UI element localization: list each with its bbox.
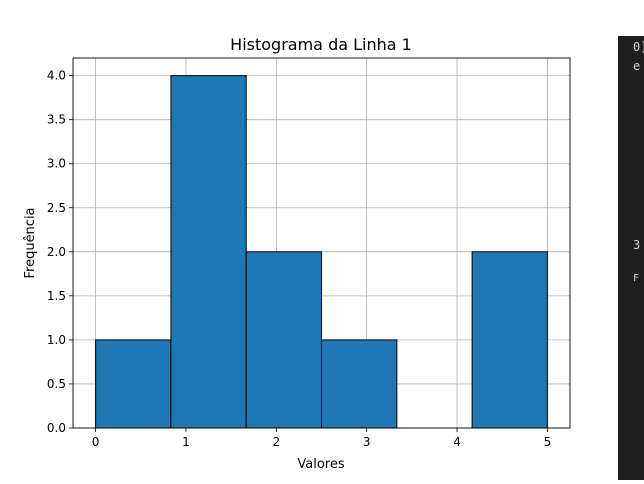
y-tick-label: 3.5	[47, 113, 66, 127]
chart-figure: 0 1 2 3 4 5 0.0 0.5 1.0 1.5 2.0 2.5 3.0 3.5 4.0 Histog…	[23, 35, 571, 472]
y-tick-label: 1.0	[47, 333, 66, 347]
terminal-top-bar	[618, 0, 644, 36]
y-tick-label: 3.0	[47, 157, 66, 171]
background-terminal-window: 0] e 3 F	[618, 0, 644, 480]
terminal-text-fragment: F	[633, 273, 640, 284]
histogram-bar	[245, 251, 322, 429]
terminal-text-fragment: 0]	[633, 40, 644, 54]
histogram-bar	[321, 339, 398, 429]
y-tick-label: 1.5	[47, 289, 66, 303]
x-tick-label: 5	[544, 435, 552, 449]
histogram-bar	[471, 251, 548, 429]
terminal-text-fragment: e	[633, 59, 641, 73]
y-tick-label: 2.5	[47, 201, 66, 215]
histogram-chart: 0 1 2 3 4 5 0.0 0.5 1.0 1.5 2.0 2.5 3.0 3.5 4.0 Histog…	[23, 35, 571, 472]
y-tick-label: 0.5	[47, 377, 66, 391]
histogram-bar	[170, 75, 247, 429]
x-axis-label: Valores	[297, 457, 344, 472]
axes-frame	[72, 57, 571, 429]
y-tick-label: 2.0	[47, 245, 66, 259]
y-tick-label: 0.0	[47, 421, 66, 435]
terminal-text-fragment: 3	[633, 238, 641, 252]
x-tick-label: 0	[92, 435, 100, 449]
chart-title: Histograma da Linha 1	[230, 35, 412, 54]
y-tick-label: 4.0	[47, 69, 66, 83]
y-axis-label: Frequência	[23, 207, 38, 278]
x-tick-label: 3	[363, 435, 371, 449]
histogram-bar	[95, 339, 172, 429]
x-tick-label: 4	[453, 435, 461, 449]
x-tick-label: 1	[182, 435, 190, 449]
x-tick-label: 2	[272, 435, 280, 449]
